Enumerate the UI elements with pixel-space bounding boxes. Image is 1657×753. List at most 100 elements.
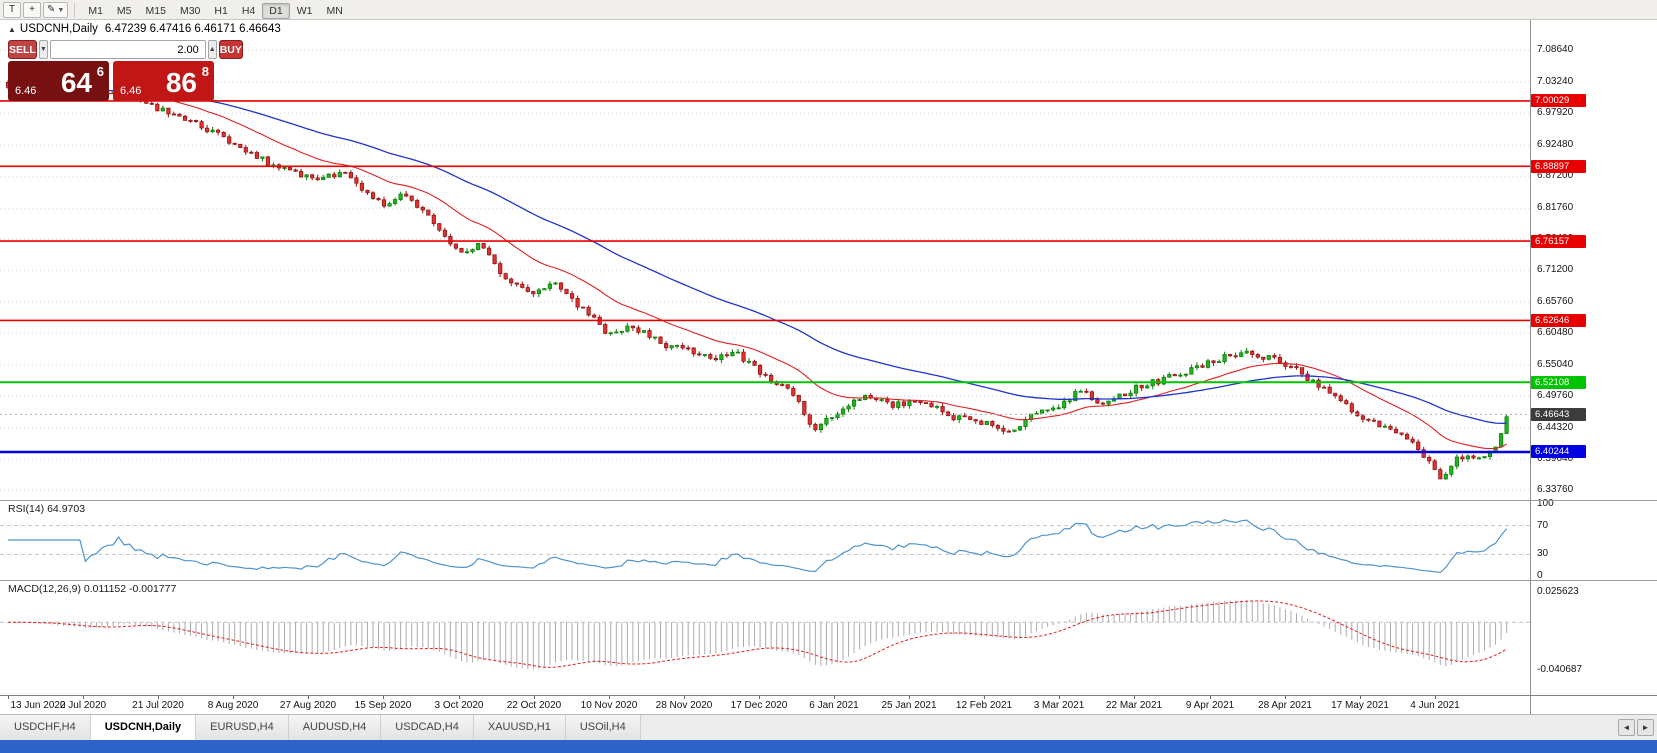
macd-indicator-title: MACD(12,26,9) 0.011152 -0.001777 [8, 583, 177, 595]
tab-usdchf-h4[interactable]: USDCHF,H4 [0, 715, 91, 740]
price-axis-label: 6.87200 [1537, 170, 1574, 181]
tab-eurusd-h4[interactable]: EURUSD,H4 [196, 715, 289, 740]
date-axis-tick [233, 696, 234, 699]
price-axis-label: 6.55040 [1537, 359, 1574, 370]
timeframe-button-w1[interactable]: W1 [290, 3, 320, 19]
tab-usdcad-h4[interactable]: USDCAD,H4 [381, 715, 474, 740]
date-axis-tick [83, 696, 84, 699]
hline-price-tag: 6.76157 [1531, 235, 1586, 248]
timeframe-button-h1[interactable]: H1 [207, 3, 234, 19]
date-axis-tick [534, 696, 535, 699]
price-axis-label: 7.03240 [1537, 76, 1574, 87]
date-axis-tick [759, 696, 760, 699]
volume-input[interactable] [49, 40, 206, 59]
bid-price-display[interactable]: 6.46 64 6 [8, 61, 109, 101]
price-axis-label: 6.65760 [1537, 296, 1574, 307]
macd-histogram [18, 600, 1508, 670]
date-axis-label: 8 Aug 2020 [207, 700, 259, 711]
date-axis-label: 9 Apr 2021 [1185, 700, 1235, 711]
timeframe-button-d1[interactable]: D1 [262, 2, 290, 19]
date-axis-tick [308, 696, 309, 699]
bid-price-big-digits: 64 [60, 67, 92, 98]
macd-panel-splitter[interactable] [0, 580, 1657, 581]
timeframe-button-m15[interactable]: M15 [139, 3, 173, 19]
pointer-tool-button[interactable]: T [3, 1, 21, 18]
ask-price-big-digits: 86 [165, 67, 197, 98]
bid-price-prefix: 6.46 [15, 85, 37, 97]
tab-audusd-h4[interactable]: AUDUSD,H4 [288, 715, 382, 740]
timeframe-button-m5[interactable]: M5 [110, 3, 139, 19]
chart-tabs: USDCHF,H4 USDCNH,Daily EURUSD,H4 AUDUSD,H4 U… [0, 715, 1657, 740]
hline-price-tag: 6.40244 [1531, 445, 1586, 458]
ask-price-display[interactable]: 6.46 86 8 [113, 61, 214, 101]
price-grid [0, 49, 1530, 491]
hline-price-tag: 7.00029 [1531, 94, 1586, 107]
date-axis-label: 12 Feb 2021 [955, 700, 1013, 711]
date-axis-label: 10 Nov 2020 [580, 700, 638, 711]
price-axis-label: 6.39040 [1537, 453, 1574, 464]
date-axis-label: 28 Apr 2021 [1258, 700, 1312, 711]
rsi-indicator-title: RSI(14) 64.9703 [8, 503, 86, 515]
date-axis-label: 4 Jun 2021 [1410, 700, 1460, 711]
sell-button[interactable]: SELL [8, 40, 37, 59]
timeframe-button-group: M1 M5 M15 M30 H1 H4 D1 W1 MN [81, 1, 349, 19]
date-axis-tick [984, 696, 985, 699]
chart-title: ▲ USDCNH,Daily 6.47239 6.47416 6.46171 6.4… [8, 23, 281, 35]
price-axis-label: 6.60480 [1537, 327, 1574, 338]
collapse-trade-panel-icon[interactable]: ▲ [8, 25, 16, 34]
volume-decrease-button[interactable]: ▼ [38, 40, 48, 59]
timeframe-button-mn[interactable]: MN [319, 3, 349, 19]
macd-scale-label: 0.025623 [1537, 586, 1579, 597]
date-axis-label: 22 Oct 2020 [506, 700, 562, 711]
draw-tools-button[interactable]: ✎ ▼ [43, 1, 69, 18]
rsi-scale-label: 70 [1537, 520, 1549, 531]
price-axis[interactable]: 7.08640 7.03240 6.97920 6.92480 6.87200 6.817… [1531, 20, 1657, 695]
tab-usdcnh-daily[interactable]: USDCNH,Daily [90, 715, 197, 740]
date-axis-label: 17 May 2021 [1331, 700, 1389, 711]
date-axis-tick [609, 696, 610, 699]
date-axis-tick [909, 696, 910, 699]
buy-button[interactable]: BUY [218, 40, 243, 59]
timeframe-button-m30[interactable]: M30 [173, 3, 207, 19]
date-axis-tick [1134, 696, 1135, 699]
price-axis-label: 6.92480 [1537, 139, 1574, 150]
date-axis-tick [1285, 696, 1286, 699]
price-axis-label: 6.97920 [1537, 107, 1574, 118]
chart-canvas[interactable] [0, 20, 1530, 695]
current-price-tag: 6.46643 [1531, 408, 1586, 421]
date-axis-tick [1360, 696, 1361, 699]
date-axis-label: 3 Oct 2020 [434, 700, 484, 711]
timeframe-button-h4[interactable]: H4 [235, 3, 262, 19]
price-axis-label: 6.33760 [1537, 484, 1574, 495]
date-axis-label: 6 Jan 2021 [809, 700, 859, 711]
status-bar [0, 740, 1657, 753]
volume-increase-button[interactable]: ▲ [207, 40, 217, 59]
rsi-scale-label: 30 [1537, 548, 1549, 559]
date-axis-label: 22 Mar 2021 [1105, 700, 1163, 711]
date-axis-label: 13 Jun 2020 [10, 700, 66, 711]
date-axis[interactable]: 13 Jun 2020 2 Jul 2020 21 Jul 2020 8 Aug 20… [0, 696, 1530, 714]
price-axis-label: 6.81760 [1537, 202, 1574, 213]
date-axis-tick [383, 696, 384, 699]
ma-slow-line [8, 86, 1507, 425]
hline-price-tag: 6.62646 [1531, 314, 1586, 327]
price-axis-separator [1530, 20, 1531, 714]
date-axis-label: 25 Jan 2021 [881, 700, 937, 711]
crosshair-tool-button[interactable]: + [23, 1, 41, 18]
tab-xauusd-h1[interactable]: XAUUSD,H1 [473, 715, 566, 740]
time-axis-separator [0, 695, 1657, 696]
date-axis-tick [834, 696, 835, 699]
hline-price-tag: 6.88897 [1531, 160, 1586, 173]
toolbar: T + ✎ ▼ M1 M5 M15 M30 H1 H4 D1 W1 MN [0, 0, 1657, 20]
ask-price-point-digit: 8 [201, 64, 209, 79]
tab-usoil-h4[interactable]: USOil,H4 [565, 715, 641, 740]
candlestick-series [5, 80, 1509, 480]
timeframe-button-m1[interactable]: M1 [81, 3, 110, 19]
chart-ohlc-values: 6.47239 6.47416 6.46171 6.46643 [104, 23, 281, 35]
tab-scroll-right-button[interactable]: ► [1637, 719, 1654, 736]
rsi-panel-splitter[interactable] [0, 500, 1657, 501]
date-axis-tick [459, 696, 460, 699]
date-axis-tick [158, 696, 159, 699]
date-axis-label: 2 Jul 2020 [59, 700, 107, 711]
tab-scroll-left-button[interactable]: ◄ [1618, 719, 1635, 736]
